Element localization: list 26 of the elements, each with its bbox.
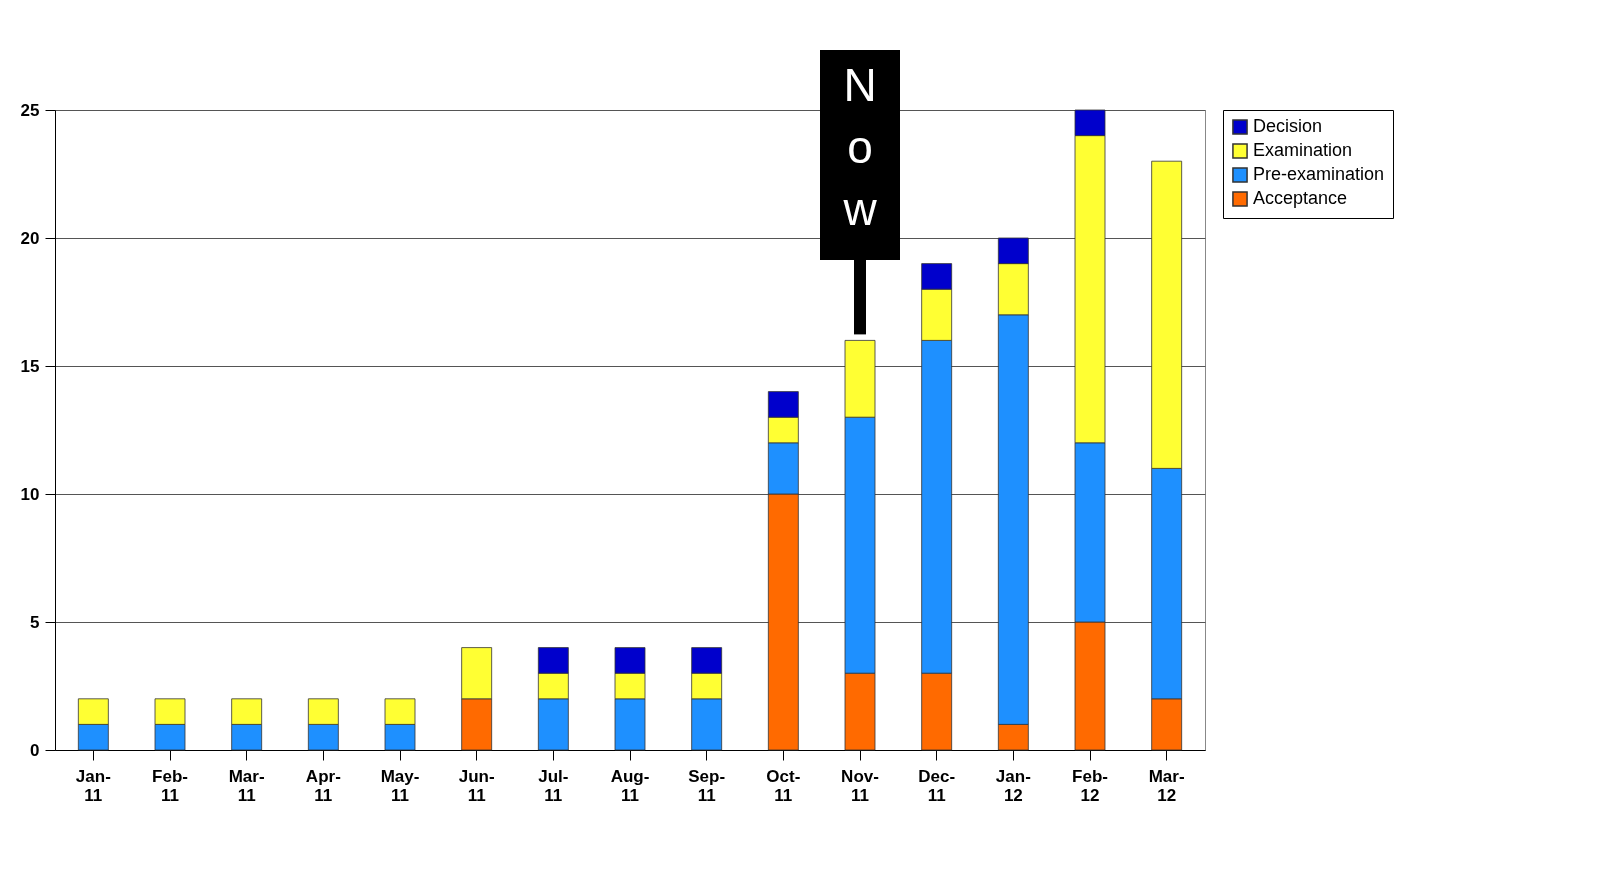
x-tick-label: Mar-12 [1148,766,1185,805]
legend-label: Examination [1253,140,1353,160]
y-tick-label: 25 [20,100,40,120]
y-tick-label: 5 [30,612,40,632]
x-tick-label: Mar-11 [228,766,265,805]
x-tick-label: Feb-12 [1072,766,1108,805]
x-tick-label: Apr-11 [305,766,341,805]
x-tick-label: Aug-11 [610,766,650,805]
legend-label: Pre-examination [1253,164,1385,184]
x-tick-label: May-11 [380,766,420,805]
annotation: Now [842,59,878,235]
x-tick-label: Jan-12 [995,766,1031,805]
x-tick-label: Jan-11 [75,766,111,805]
legend-label: Acceptance [1253,188,1348,208]
x-tick-label: Sep-11 [688,766,726,805]
y-tick-label: 15 [20,356,40,376]
legend-label: Decision [1253,116,1323,136]
x-tick-label: Oct-11 [766,766,801,805]
y-tick-label: 10 [20,484,40,504]
x-tick-label: Feb-11 [152,766,188,805]
x-tick-label: Nov-11 [841,766,879,805]
x-tick-label: Jun-11 [458,766,495,805]
y-tick-label: 0 [30,740,40,760]
x-tick-label: Jul-11 [538,766,569,805]
x-tick-label: Dec-11 [918,766,956,805]
y-tick-label: 20 [20,228,40,248]
